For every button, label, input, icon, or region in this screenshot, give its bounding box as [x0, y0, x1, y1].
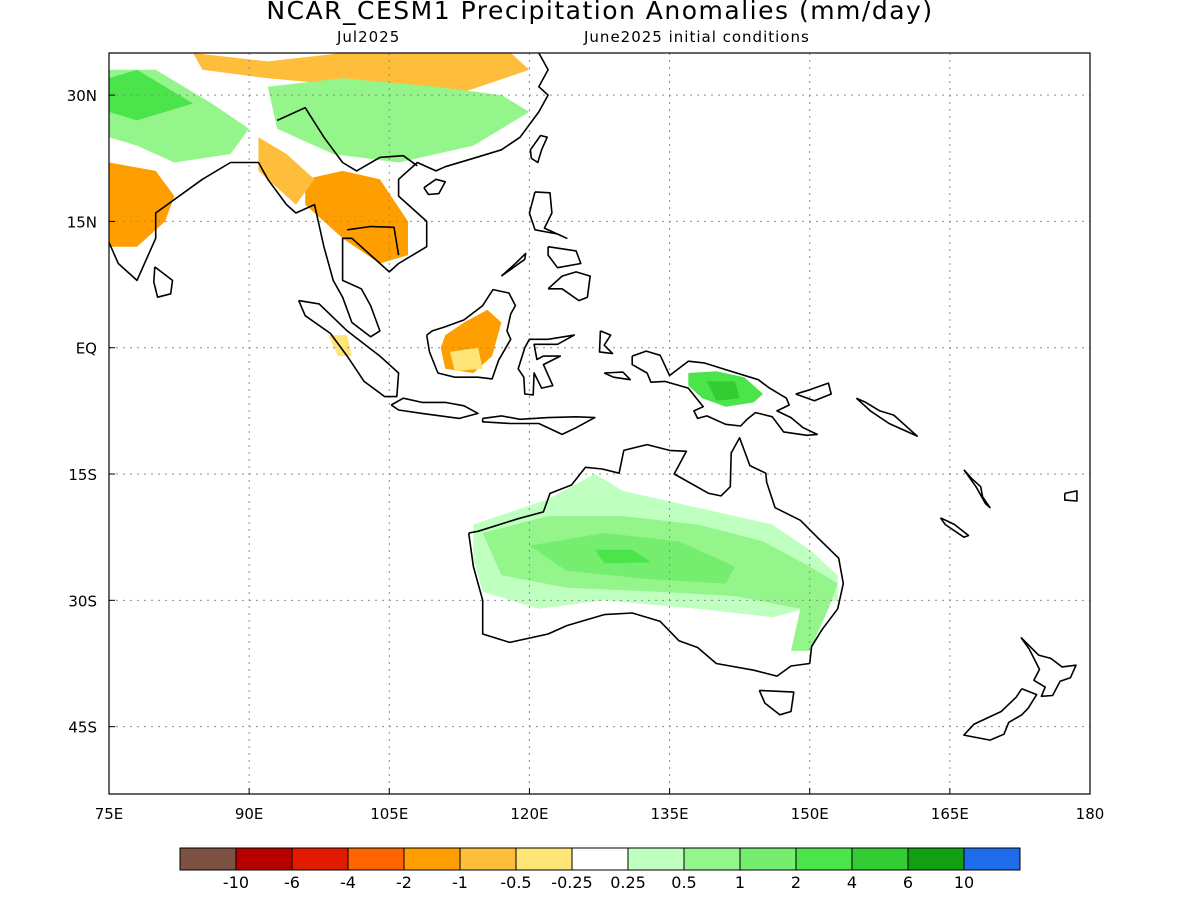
initial-conditions: June2025 initial conditions [584, 28, 810, 46]
colorbar-label: -1 [452, 873, 468, 892]
axis-ticks: 75E 90E 105E 120E 135E 150E 165E 180 30N 15N EQ 15S… [67, 87, 1105, 823]
anomaly-patch-burma-orange [258, 137, 315, 205]
x-tick-label: 120E [510, 805, 548, 823]
y-tick-label: 30N [67, 87, 97, 105]
colorbar-swatch [907, 847, 965, 871]
anomaly-patch-new-guinea-dark [706, 381, 740, 401]
x-tick-label: 150E [791, 805, 829, 823]
coastline-borneo [425, 288, 517, 380]
colorbar-swatch [291, 847, 349, 871]
colorbar-label: 1 [735, 873, 745, 892]
coastline-nz-north [1020, 636, 1077, 698]
coastline-new-caledonia [939, 517, 970, 539]
anomaly-patch-india-west-orange [109, 162, 175, 247]
colorbar-swatch [963, 847, 1021, 871]
coastline-sulawesi [517, 334, 576, 396]
coastline-vanuatu [963, 469, 991, 509]
coastline-sumatra [297, 299, 400, 398]
coastline-lesser-sunda [481, 415, 596, 436]
colorbar-label: -0.5 [500, 873, 531, 892]
anomaly-patch-china-green [267, 78, 530, 163]
coastline-luzon [528, 191, 568, 240]
colorbar-label: 6 [903, 873, 913, 892]
coastline-mindanao [547, 271, 592, 302]
coastline-palawan [500, 252, 527, 277]
colorbar-swatch [515, 847, 573, 871]
colorbar-swatch [571, 847, 629, 871]
coastline-hainan [423, 178, 447, 196]
map-title: NCAR_CESM1 Precipitation Anomalies (mm/d… [266, 0, 934, 25]
colorbar-swatch [459, 847, 517, 871]
colorbar-label: 2 [791, 873, 801, 892]
x-tick-label: 180 [1076, 805, 1105, 823]
coastline-visayas [547, 245, 582, 269]
x-tick-label: 135E [651, 805, 689, 823]
colorbar-swatch [739, 847, 797, 871]
coastline-nz-south [963, 687, 1038, 741]
colorbar-label: -2 [396, 873, 412, 892]
colorbar-swatch [795, 847, 853, 871]
coastline-new-britain [795, 382, 833, 402]
colorbar-label: 10 [954, 873, 974, 892]
coastline-border-thai-cambodia [347, 225, 400, 256]
colorbar-swatch [403, 847, 461, 871]
coastline-asia-coast [109, 53, 549, 338]
anomaly-patches [109, 53, 838, 651]
anomaly-patch-tibet-orange [193, 53, 530, 96]
y-tick-label: 15S [68, 466, 97, 484]
colorbar-label: -10 [223, 873, 249, 892]
y-tick-label: 15N [67, 213, 97, 231]
colorbar-swatch [683, 847, 741, 871]
colorbar-swatch [235, 847, 293, 871]
colorbar-label: 0.5 [671, 873, 696, 892]
colorbar-label: -0.25 [551, 873, 592, 892]
colorbar-label: -4 [340, 873, 356, 892]
coastline-borders-mainland [276, 106, 418, 172]
coastline-seram [603, 371, 632, 381]
forecast-month: Jul2025 [337, 28, 401, 46]
colorbar: -10 -6 -4 -2 -1 -0.5 -0.25 0.25 0.5 1 2 4 6 10 [179, 847, 1021, 892]
anomaly-patch-indochina-orange [305, 170, 408, 264]
colorbar-label: -6 [284, 873, 300, 892]
x-tick-label: 165E [931, 805, 969, 823]
x-tick-label: 105E [370, 805, 408, 823]
coastline-fiji [1064, 490, 1078, 502]
colorbar-label: 4 [847, 873, 857, 892]
coastline-tasmania [758, 689, 795, 716]
colorbar-swatch [179, 847, 237, 871]
coastline-java [390, 397, 479, 420]
x-tick-label: 90E [235, 805, 264, 823]
coastline-taiwan [529, 134, 549, 164]
coastline-sri-lanka [153, 266, 174, 299]
anomaly-patch-borneo-yellow [450, 347, 483, 372]
y-tick-label: 30S [68, 592, 97, 610]
coastline-halmahera [598, 330, 614, 355]
colorbar-swatch [627, 847, 685, 871]
colorbar-swatch [347, 847, 405, 871]
coastlines [109, 53, 1078, 741]
x-tick-label: 75E [95, 805, 124, 823]
colorbar-label: 0.25 [610, 873, 646, 892]
map-frame [108, 52, 1091, 795]
y-tick-label: 45S [68, 719, 97, 737]
grid-lines [109, 53, 1090, 794]
coastline-australia [467, 436, 845, 677]
coastline-solomons [855, 397, 919, 437]
colorbar-swatch [851, 847, 909, 871]
coastline-new-guinea [631, 350, 819, 437]
y-tick-label: EQ [76, 340, 97, 358]
anomaly-patch-australia-peak [594, 549, 651, 564]
